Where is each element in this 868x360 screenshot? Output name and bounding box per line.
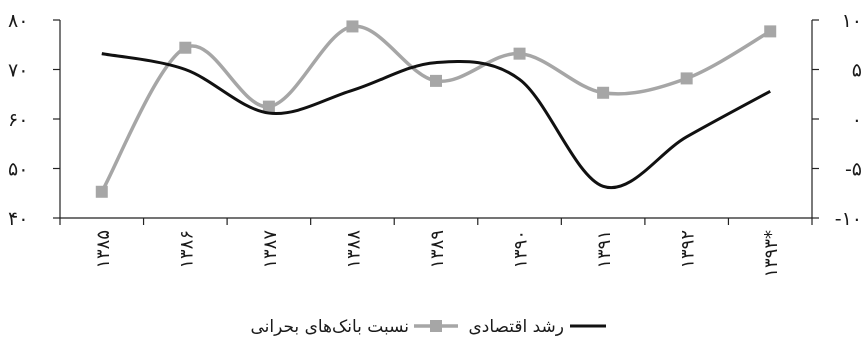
x-tick-label: ۱۳۸۷	[260, 230, 281, 269]
right-tick-label: -۱۰	[835, 208, 862, 230]
data-point	[764, 25, 777, 38]
data-point	[346, 20, 359, 33]
data-point	[179, 41, 192, 54]
x-tick-label: ۱۳۸۸	[343, 230, 364, 269]
series-line	[101, 52, 771, 190]
right-tick-label: ۱۰	[842, 10, 862, 32]
x-tick-label: ۱۳۸۵	[93, 230, 114, 269]
legend-item-0: رشد اقتصادی	[468, 317, 606, 337]
x-tick-label: ۱۳۹۳*	[761, 230, 782, 278]
right-tick-label: -۵	[845, 159, 862, 181]
data-point	[680, 72, 693, 85]
series-line	[100, 24, 772, 193]
data-point	[262, 100, 275, 113]
left-tick-label: ۸۰	[8, 10, 28, 32]
series-0	[95, 20, 777, 198]
data-point	[513, 47, 526, 60]
axes: ۴۰ ۵۰ ۶۰ ۷۰ ۸۰ -۱۰ -۵ ۰ ۵ ۱۰ ۱۳۸۵ ۱۳۸۶ ۱۳۸۷ ۱۳۸۸ ۱۳۸۹ ۱…	[8, 10, 862, 278]
legend-marker	[430, 320, 442, 332]
data-point	[430, 74, 442, 87]
legend-label: رشد اقتصادی	[468, 317, 564, 337]
x-tick-label: ۱۳۹۰	[511, 230, 532, 269]
left-tick-label: ۶۰	[8, 109, 28, 131]
data-point	[95, 185, 108, 198]
legend-label: نسبت بانک‌های بحرانی	[250, 317, 409, 337]
series-layer	[95, 20, 777, 198]
legend: رشد اقتصادی نسبت بانک‌های بحرانی	[250, 317, 606, 337]
right-tick-label: ۵	[852, 60, 862, 82]
x-tick-label: ۱۳۸۹	[427, 230, 448, 269]
right-tick-label: ۰	[852, 109, 862, 131]
x-tick-label: ۱۳۹۱	[594, 230, 615, 269]
left-tick-label: ۴۰	[8, 208, 28, 230]
x-tick-label: ۱۳۹۲	[678, 230, 699, 269]
data-point	[597, 86, 610, 99]
x-tick-label: ۱۳۸۶	[176, 230, 197, 269]
left-tick-label: ۵۰	[8, 159, 28, 181]
legend-item-1: نسبت بانک‌های بحرانی	[250, 317, 458, 337]
left-tick-label: ۷۰	[8, 60, 28, 82]
series-1	[101, 52, 771, 190]
